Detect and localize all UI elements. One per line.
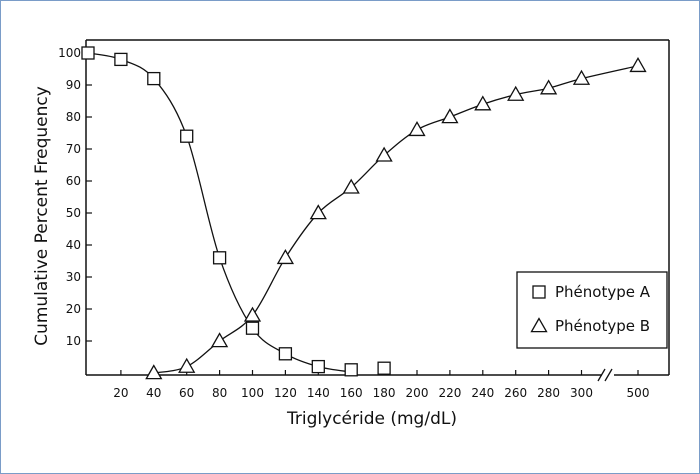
data-point-triangle [474,95,492,111]
legend-marker-triangle [530,317,548,333]
data-point-triangle [342,178,360,194]
y-tick-label: 90 [66,78,81,92]
data-point-triangle [539,79,558,95]
data-point-square [81,46,95,60]
x-tick-label: 240 [471,386,494,400]
legend-entry-label: Phénotype A [555,283,651,301]
x-tick-label: 180 [373,386,396,400]
data-point-square [180,129,194,143]
y-tick-label: 70 [66,142,81,156]
data-point-square [114,52,128,67]
legend-marker-square [532,285,546,299]
x-tick-label: 60 [179,386,194,400]
y-tick-label: 60 [66,174,81,188]
legend-box [516,271,668,349]
x-tick-label: 80 [212,386,227,400]
x-tick-label: 500 [627,386,650,400]
data-point-triangle [375,146,393,162]
axis-break-mark [604,368,613,382]
data-point-square [344,363,358,377]
data-point-triangle [572,69,591,85]
x-tick-label: 100 [241,386,264,400]
y-tick-label: 40 [66,238,81,252]
x-tick-label: 280 [537,386,560,400]
x-tick-label: 40 [146,386,161,400]
x-tick-label: 220 [438,386,461,400]
x-tick-label: 260 [504,386,527,400]
legend-entry-label: Phénotype B [555,317,650,335]
data-point-triangle [507,85,525,101]
y-axis-title: Cumulative Percent Frequency [32,86,52,346]
x-tick-label: 200 [406,386,429,400]
data-point-triangle [441,108,459,124]
y-tick-label: 80 [66,110,81,124]
x-tick-label: 300 [570,386,593,400]
data-point-square [212,251,227,265]
x-tick-label: 20 [113,386,128,400]
y-tick-label: 20 [66,302,81,316]
series-line-1 [87,52,352,373]
y-tick-label: 50 [66,206,81,220]
y-tick-label: 30 [66,270,81,284]
x-tick-label: 120 [274,386,297,400]
data-point-triangle [178,357,196,373]
data-point-square [377,361,391,375]
x-tick-label: 140 [307,386,330,400]
data-point-triangle [408,120,426,137]
data-point-triangle [276,248,295,265]
data-point-square [147,71,161,86]
x-axis-title: Triglycéride (mg/dL) [286,409,457,429]
legend: Phénotype A Phénotype B [516,271,668,349]
data-point-triangle [145,364,163,380]
data-point-square [311,359,325,374]
y-tick-label: 100 [58,46,81,60]
axis-break-mark [597,368,606,382]
data-point-triangle [309,204,327,220]
plot-area: 10 20 30 40 50 60 70 80 90 100 20 40 60 80 100 120 140 16… [58,39,670,400]
x-tick-label: 160 [340,386,363,400]
data-point-square [245,321,260,335]
data-point-square [278,347,293,361]
data-point-triangle [243,306,262,322]
data-point-triangle [629,56,647,73]
y-tick-label: 10 [66,334,81,348]
data-point-triangle [210,332,229,348]
